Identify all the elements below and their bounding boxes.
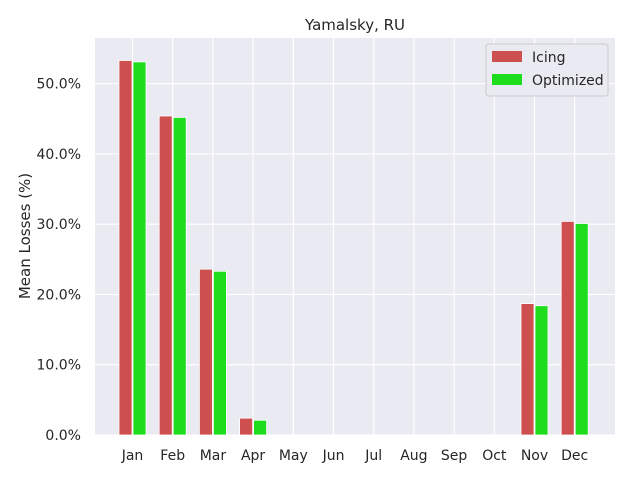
x-tick-label-oct: Oct xyxy=(482,448,507,464)
legend-swatch-icing xyxy=(492,51,522,62)
x-tick-label-nov: Nov xyxy=(521,448,548,464)
x-tick-label-may: May xyxy=(279,448,308,464)
x-tick-label-sep: Sep xyxy=(441,448,468,464)
x-tick-label-jun: Jun xyxy=(322,448,345,464)
x-tick-label-feb: Feb xyxy=(160,448,185,464)
x-tick-label-jan: Jan xyxy=(121,448,144,464)
chart-title: Yamalsky, RU xyxy=(304,16,405,34)
legend-label-icing: Icing xyxy=(532,50,565,66)
bar-icing-dec xyxy=(560,220,575,436)
bar-optimized-dec xyxy=(574,223,589,436)
bar-optimized-mar xyxy=(212,270,227,436)
y-tick-label: 40.0% xyxy=(37,147,81,163)
legend-label-optimized: Optimized xyxy=(532,73,604,89)
x-tick-label-dec: Dec xyxy=(561,448,588,464)
y-tick-label: 30.0% xyxy=(37,217,81,233)
legend: Icing Optimized xyxy=(485,43,609,97)
bar-optimized-apr xyxy=(253,419,268,436)
bar-optimized-feb xyxy=(172,117,187,436)
x-tick-label-apr: Apr xyxy=(241,448,265,464)
bar-optimized-nov xyxy=(534,305,549,436)
y-tick-label: 0.0% xyxy=(45,428,81,444)
bar-icing-mar xyxy=(198,268,213,436)
y-axis-label: Mean Losses (%) xyxy=(16,173,34,299)
bar-icing-nov xyxy=(520,303,535,436)
x-tick-label-mar: Mar xyxy=(200,448,227,464)
legend-swatch-optimized xyxy=(492,74,522,85)
y-tick-label: 20.0% xyxy=(37,287,81,303)
bars xyxy=(118,60,589,436)
bar-icing-jan xyxy=(118,60,133,436)
bar-optimized-jan xyxy=(132,61,147,436)
y-tick-label: 50.0% xyxy=(37,77,81,93)
y-tick-label: 10.0% xyxy=(37,358,81,374)
y-axis-ticks: 0.0% 10.0% 20.0% 30.0% 40.0% 50.0% xyxy=(37,77,81,444)
x-tick-label-aug: Aug xyxy=(400,448,427,464)
bar-icing-apr xyxy=(239,417,254,436)
x-tick-label-jul: Jul xyxy=(364,448,382,464)
x-axis-ticks: Jan Feb Mar Apr May Jun Jul Aug Sep Oct Nov Dec xyxy=(121,448,589,464)
bar-icing-feb xyxy=(158,115,173,436)
